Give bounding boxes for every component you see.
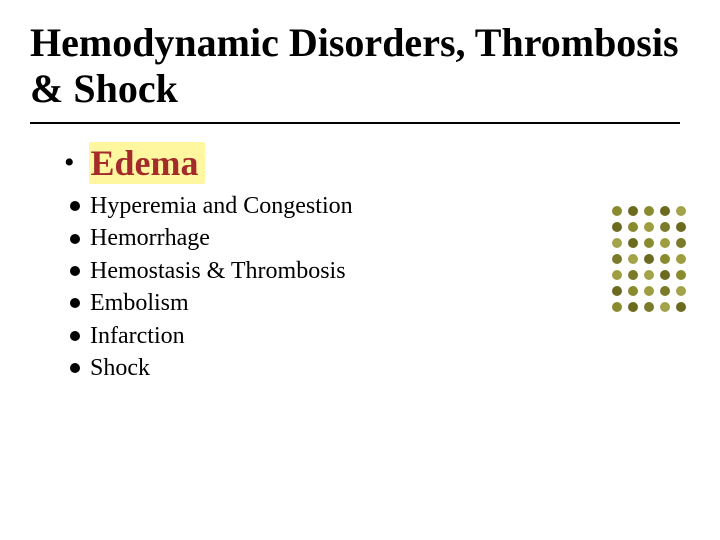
deco-dot-icon: [628, 222, 638, 232]
slide-title: Hemodynamic Disorders, Thrombosis & Shoc…: [30, 20, 680, 112]
deco-dot-icon: [628, 302, 638, 312]
deco-dot-icon: [660, 238, 670, 248]
deco-dot-icon: [676, 254, 686, 264]
title-divider: [30, 122, 680, 124]
bullet-icon: [70, 234, 80, 244]
highlight-text: Edema: [89, 142, 205, 184]
deco-row: [612, 238, 686, 248]
deco-dot-icon: [612, 302, 622, 312]
list-item: Infarction: [70, 320, 680, 352]
deco-dot-icon: [676, 270, 686, 280]
deco-dot-icon: [644, 206, 654, 216]
deco-dot-icon: [612, 270, 622, 280]
deco-dot-icon: [612, 206, 622, 216]
deco-dot-icon: [628, 286, 638, 296]
deco-dot-icon: [628, 254, 638, 264]
list-item-label: Hemostasis & Thrombosis: [90, 255, 346, 287]
list-item-label: Hyperemia and Congestion: [90, 190, 353, 222]
deco-dot-icon: [660, 286, 670, 296]
deco-dot-icon: [676, 206, 686, 216]
deco-dot-icon: [660, 206, 670, 216]
deco-dot-icon: [676, 286, 686, 296]
deco-dot-icon: [612, 286, 622, 296]
list-item-label: Embolism: [90, 287, 189, 319]
deco-dot-icon: [676, 302, 686, 312]
highlight-item: • Edema: [64, 142, 680, 184]
deco-dot-icon: [628, 270, 638, 280]
list-item: Shock: [70, 352, 680, 384]
deco-dot-icon: [676, 222, 686, 232]
deco-dot-icon: [644, 270, 654, 280]
deco-dot-icon: [660, 270, 670, 280]
deco-dot-icon: [612, 222, 622, 232]
deco-row: [612, 270, 686, 280]
list-item-label: Hemorrhage: [90, 222, 210, 254]
list-item: Hyperemia and Congestion: [70, 190, 680, 222]
deco-dot-icon: [628, 238, 638, 248]
list-item-label: Shock: [90, 352, 150, 384]
deco-dot-icon: [676, 238, 686, 248]
deco-row: [612, 302, 686, 312]
deco-row: [612, 206, 686, 216]
deco-dot-icon: [612, 238, 622, 248]
deco-dot-icon: [612, 254, 622, 264]
list-item: Hemostasis & Thrombosis: [70, 255, 680, 287]
deco-dot-icon: [660, 254, 670, 264]
list-item: Hemorrhage: [70, 222, 680, 254]
deco-dot-icon: [644, 238, 654, 248]
deco-dot-icon: [644, 302, 654, 312]
deco-dot-icon: [644, 222, 654, 232]
highlight-bullet: •: [64, 146, 75, 180]
deco-dot-icon: [644, 254, 654, 264]
deco-dot-icon: [628, 206, 638, 216]
deco-dot-icon: [644, 286, 654, 296]
deco-row: [612, 254, 686, 264]
slide: Hemodynamic Disorders, Thrombosis & Shoc…: [0, 0, 720, 540]
deco-dot-icon: [660, 302, 670, 312]
deco-row: [612, 286, 686, 296]
list-item: Embolism: [70, 287, 680, 319]
bullet-icon: [70, 201, 80, 211]
bullet-icon: [70, 266, 80, 276]
topic-list: Hyperemia and Congestion Hemorrhage Hemo…: [70, 190, 680, 384]
bullet-icon: [70, 331, 80, 341]
decorative-dot-grid: [612, 206, 686, 318]
bullet-icon: [70, 363, 80, 373]
deco-dot-icon: [660, 222, 670, 232]
bullet-icon: [70, 298, 80, 308]
list-item-label: Infarction: [90, 320, 185, 352]
deco-row: [612, 222, 686, 232]
